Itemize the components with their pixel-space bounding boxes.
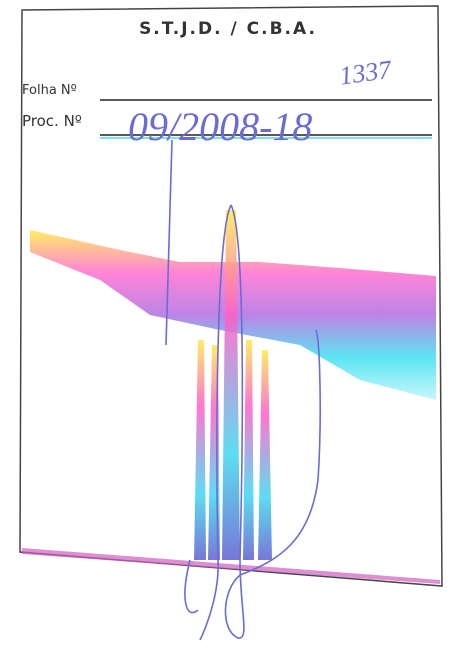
handwriting-scribble [165,139,321,641]
folha-label: Folha Nº [22,83,77,98]
smear-spikes [194,210,272,560]
proc-value: 09/2008-18 [128,104,312,149]
stamp-title: S.T.J.D. / C.B.A. [139,19,317,39]
folha-value: 1337 [338,55,395,91]
bottom-smear [22,548,440,584]
stamp-border [19,5,443,587]
proc-label: Proc. Nº [22,112,82,130]
